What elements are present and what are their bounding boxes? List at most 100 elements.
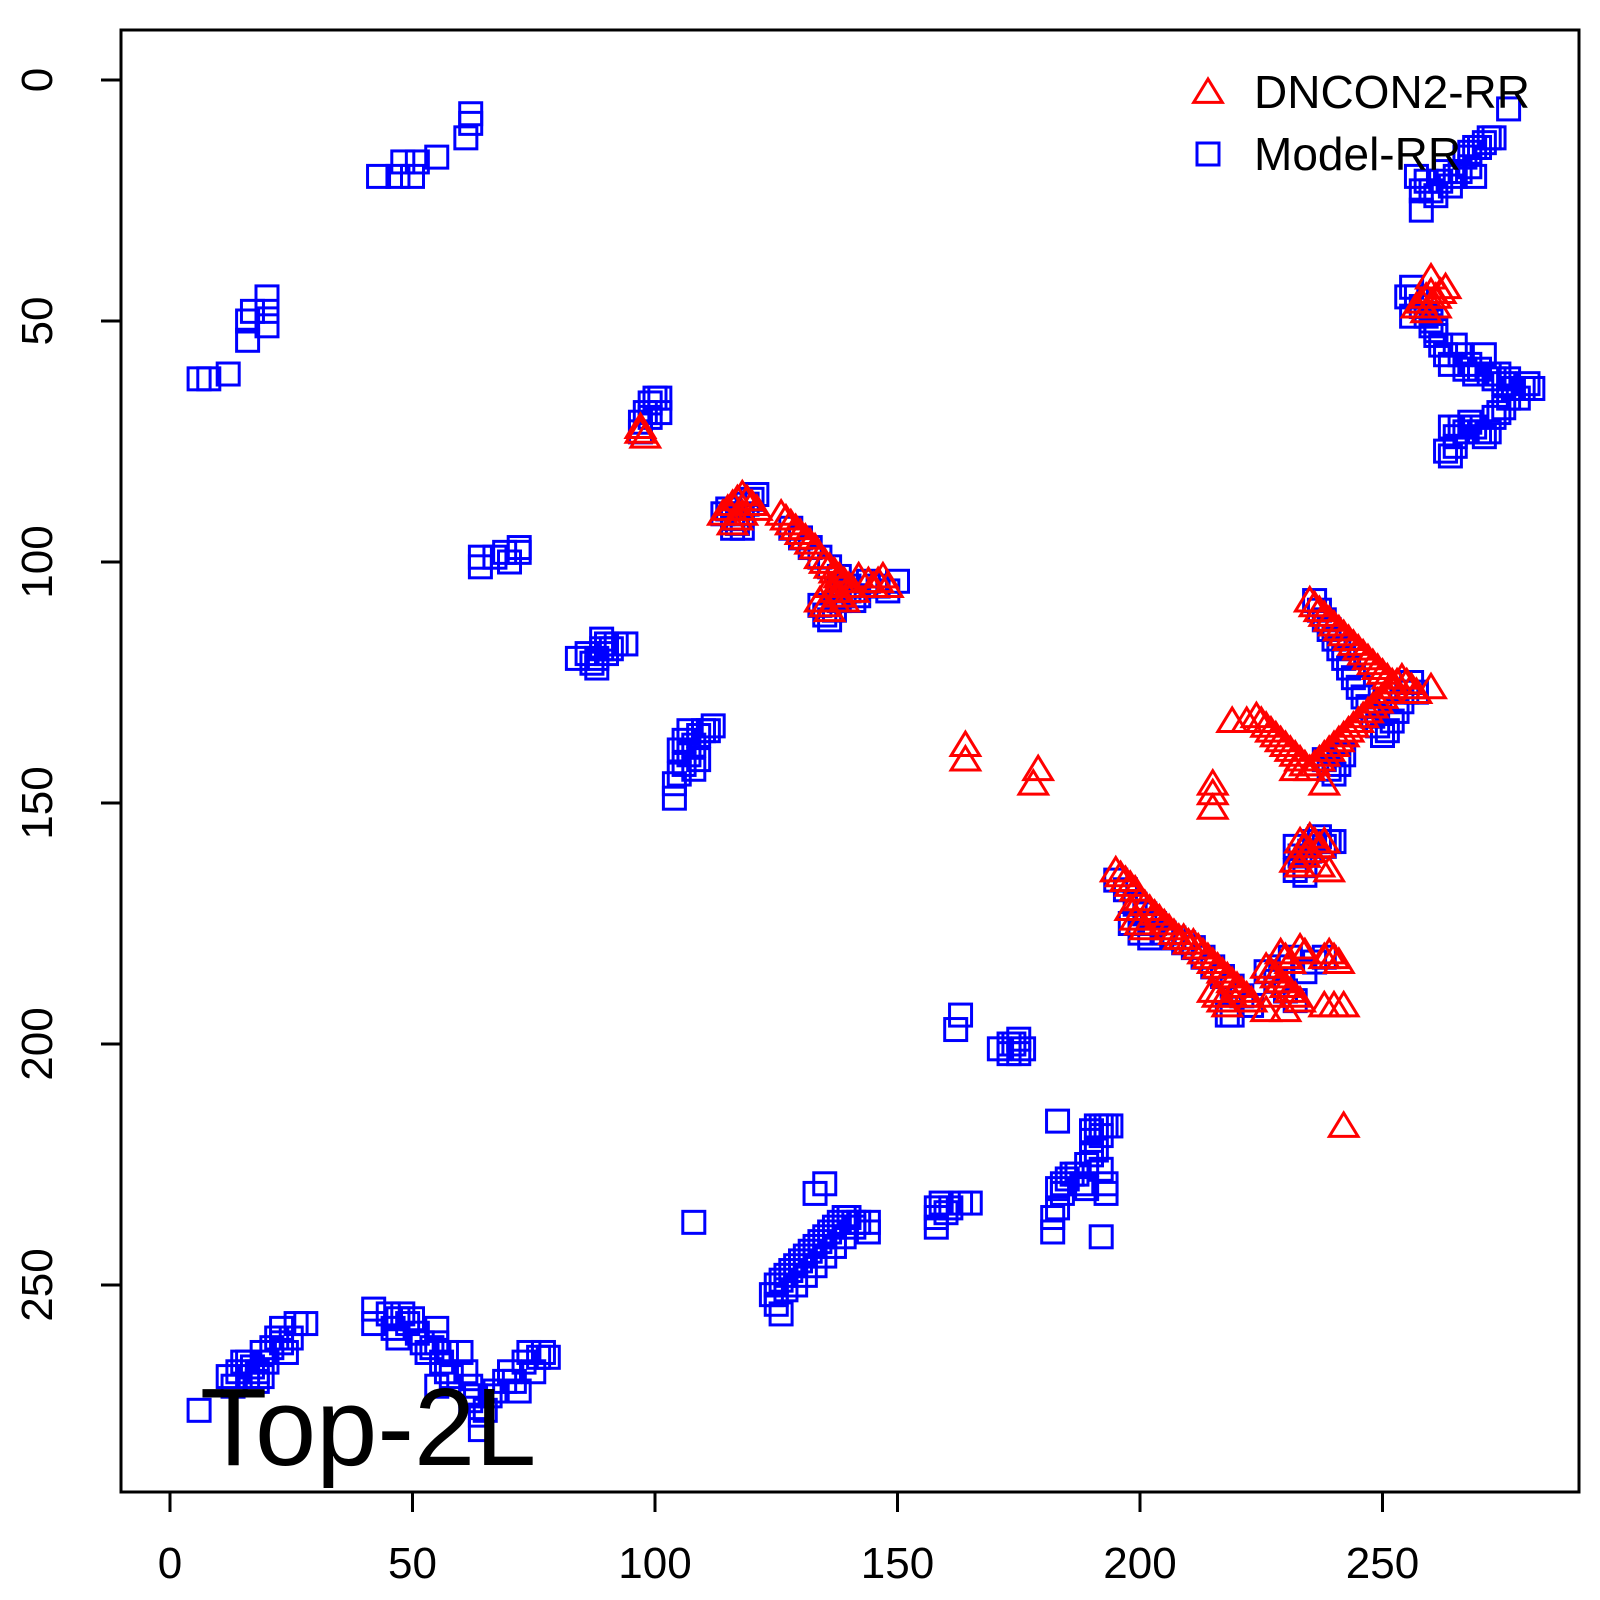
model-rr-point bbox=[254, 284, 280, 310]
model-rr-point bbox=[700, 713, 726, 739]
dncon2-rr-point bbox=[1127, 912, 1162, 941]
model-rr-point bbox=[1496, 96, 1522, 122]
model-rr-point bbox=[506, 539, 532, 565]
model-rr-point bbox=[1011, 1036, 1037, 1062]
dncon2-rr-point bbox=[1302, 743, 1337, 772]
dncon2-rr-point bbox=[623, 415, 658, 444]
dncon2-rr-point bbox=[1283, 984, 1318, 1013]
dncon2-rr-point bbox=[1331, 714, 1366, 743]
model-rr-point bbox=[385, 163, 411, 189]
model-rr-point bbox=[1471, 342, 1497, 368]
model-rr-point bbox=[400, 163, 425, 189]
model-rr-point bbox=[278, 1325, 304, 1351]
x-axis: 0 50 100 150 200 250 bbox=[158, 1490, 1419, 1588]
dncon2-rr-point bbox=[1350, 695, 1385, 724]
dncon2-rr-point bbox=[1414, 671, 1448, 700]
dncon2-rr-point bbox=[1249, 994, 1284, 1023]
model-rr-point bbox=[448, 1339, 474, 1365]
model-rr-point bbox=[361, 1296, 387, 1322]
model-rr-point bbox=[676, 718, 702, 744]
model-rr-point bbox=[458, 110, 484, 136]
x-tick-label: 50 bbox=[388, 1539, 437, 1588]
y-tick-label: 250 bbox=[13, 1248, 62, 1321]
dncon2-rr-point bbox=[1365, 681, 1400, 709]
dncon2-rr-point bbox=[793, 526, 828, 555]
model-rr-point bbox=[404, 149, 430, 175]
panel-annotation: Top-2L bbox=[200, 1366, 536, 1489]
dncon2-rr-point bbox=[1317, 941, 1351, 970]
dncon2-rr-point bbox=[1287, 840, 1322, 868]
dncon2-rr-point bbox=[822, 579, 857, 608]
dncon2-rr-point bbox=[1273, 946, 1308, 974]
model-rr-point bbox=[1098, 1113, 1124, 1139]
model-rr-point bbox=[254, 313, 280, 339]
dncon2-rr-point bbox=[870, 570, 905, 598]
model-rr-point bbox=[957, 1190, 983, 1216]
model-rr-point bbox=[594, 641, 619, 667]
model-rr-point bbox=[293, 1311, 319, 1337]
dncon2-rr-point bbox=[1414, 261, 1448, 290]
model-rr-point bbox=[467, 1417, 493, 1443]
dncon2-rr-point bbox=[1326, 1110, 1361, 1138]
model-rr-point bbox=[400, 1306, 425, 1332]
dncon2-rr-point bbox=[1016, 767, 1051, 796]
y-axis: 0 50 100 150 200 250 bbox=[13, 68, 123, 1322]
model-rr-point bbox=[1486, 400, 1512, 426]
dncon2-rr-point bbox=[1297, 748, 1332, 777]
model-rr-point bbox=[506, 1378, 532, 1404]
x-tick-label: 100 bbox=[618, 1539, 691, 1588]
dncon2-rr-point bbox=[1215, 979, 1250, 1008]
model-rr-point bbox=[433, 1339, 459, 1365]
model-rr-point bbox=[841, 1214, 867, 1240]
dncon2-rr-point bbox=[1355, 690, 1390, 719]
model-rr-point bbox=[647, 400, 673, 426]
dncon2-rr-point bbox=[1394, 671, 1429, 700]
dncon2-rr-point bbox=[1336, 710, 1371, 738]
model-rr-point bbox=[948, 1002, 974, 1028]
model-rr-point bbox=[661, 785, 687, 811]
dncon2-rr-point bbox=[628, 420, 663, 449]
model-rr-point bbox=[1093, 1180, 1119, 1206]
model-rr-point bbox=[239, 298, 265, 324]
dncon2-rr-point bbox=[1418, 281, 1453, 309]
dncon2-rr-point bbox=[1287, 936, 1322, 965]
legend-label: DNCON2-RR bbox=[1254, 66, 1530, 118]
dncon2-rr-point bbox=[720, 502, 755, 531]
model-rr-point bbox=[1088, 1224, 1114, 1250]
dncon2-rr-point bbox=[1307, 767, 1342, 796]
model-rr-point bbox=[366, 163, 392, 189]
dncon2-rr-point bbox=[1302, 830, 1337, 859]
model-rr-point bbox=[1083, 1137, 1109, 1163]
dncon2-rr-point bbox=[1399, 676, 1434, 705]
model-rr-point bbox=[196, 366, 222, 392]
model-rr-point bbox=[1040, 1205, 1066, 1231]
model-rr-point bbox=[254, 298, 280, 324]
model-rr-point bbox=[1079, 1142, 1104, 1168]
dncon2-rr-point bbox=[1418, 290, 1453, 319]
model-rr-point bbox=[1462, 163, 1488, 189]
x-tick-label: 200 bbox=[1103, 1539, 1176, 1588]
dncon2-rr-point bbox=[1341, 705, 1376, 733]
x-tick-label: 250 bbox=[1346, 1539, 1419, 1588]
model-rr-point bbox=[273, 1339, 299, 1365]
dncon2-rr-point bbox=[1307, 738, 1342, 767]
dncon2-rr-point bbox=[1312, 734, 1347, 762]
model-rr-point bbox=[1520, 375, 1546, 401]
dncon2-rr-point bbox=[1317, 989, 1351, 1018]
dncon2-rr-point bbox=[1409, 295, 1444, 324]
x-tick-label: 0 bbox=[158, 1539, 182, 1588]
model-rr-point bbox=[996, 1031, 1022, 1057]
dncon2-rr-point bbox=[812, 570, 847, 598]
dncon2-rr-point bbox=[1268, 941, 1303, 970]
dncon2-rr-point bbox=[827, 584, 862, 613]
y-tick-label: 100 bbox=[13, 525, 62, 598]
model-rr-point bbox=[1069, 1171, 1095, 1197]
series-dncon2-rr bbox=[623, 261, 1463, 1138]
dncon2-rr-point bbox=[1021, 753, 1056, 782]
model-rr-point bbox=[453, 1359, 479, 1385]
model-rr-point bbox=[589, 626, 615, 652]
model-rr-point bbox=[1045, 1108, 1071, 1134]
dncon2-rr-point bbox=[1292, 820, 1327, 849]
model-rr-point bbox=[244, 1368, 270, 1394]
model-rr-point bbox=[681, 1209, 707, 1235]
